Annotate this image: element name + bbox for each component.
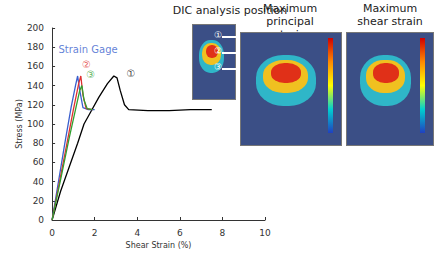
svg-text:③: ③ xyxy=(86,69,95,80)
svg-text:80: 80 xyxy=(33,138,45,148)
svg-text:6: 6 xyxy=(177,228,183,238)
svg-text:10: 10 xyxy=(259,228,271,238)
svg-text:120: 120 xyxy=(27,100,44,110)
svg-text:4: 4 xyxy=(134,228,140,238)
svg-text:40: 40 xyxy=(33,177,45,187)
svg-text:20: 20 xyxy=(33,196,45,206)
svg-text:①: ① xyxy=(127,68,136,79)
html-text:Maximum shear strain: Maximum shear strain xyxy=(357,2,423,28)
html-text:③: ③ xyxy=(214,62,223,72)
svg-text:Stress (MPa): Stress (MPa) xyxy=(15,99,24,149)
svg-text:180: 180 xyxy=(27,42,44,52)
svg-text:2: 2 xyxy=(92,228,98,238)
svg-text:60: 60 xyxy=(33,157,45,167)
svg-text:200: 200 xyxy=(27,23,44,33)
svg-text:160: 160 xyxy=(27,61,44,71)
html-text:②: ② xyxy=(214,46,223,56)
svg-text:0: 0 xyxy=(49,228,55,238)
html-text:①: ① xyxy=(214,30,223,40)
html-text:DIC analysis position: DIC analysis position xyxy=(172,4,288,17)
svg-text:0: 0 xyxy=(38,215,44,225)
svg-text:140: 140 xyxy=(27,81,44,91)
html-text:Maximum principal strain: Maximum principal strain xyxy=(262,2,318,41)
svg-text:②: ② xyxy=(81,59,91,70)
svg-text:Shear Strain (%): Shear Strain (%) xyxy=(126,241,192,250)
svg-text:8: 8 xyxy=(220,228,226,238)
svg-text:Strain Gage: Strain Gage xyxy=(58,44,117,55)
svg-text:100: 100 xyxy=(27,119,44,129)
